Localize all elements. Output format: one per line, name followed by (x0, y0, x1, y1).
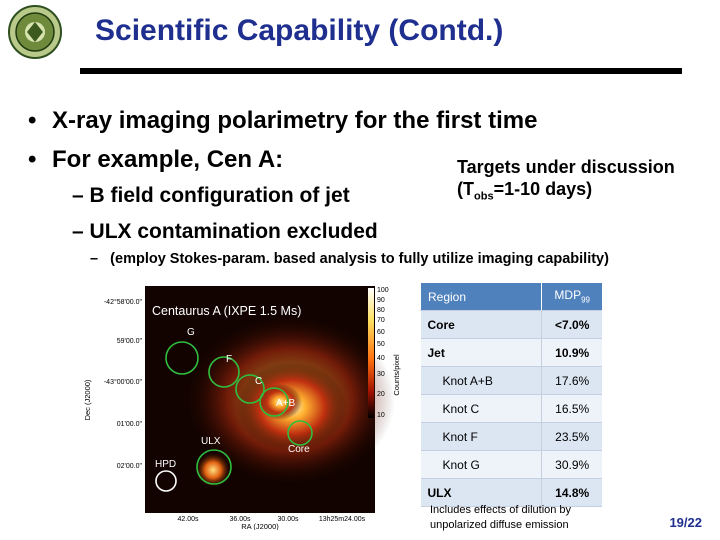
table-row: Knot A+B 17.6% (420, 366, 602, 395)
y-tick: 02'00.0" (117, 463, 143, 470)
colorbar-tick: 20 (377, 391, 385, 398)
x-tick: 42.00s (177, 516, 199, 523)
table-cell-mdp: 23.5% (541, 422, 602, 451)
bullet-imaging: • X-ray imaging polarimetry for the first… (28, 107, 537, 135)
colorbar-tick: 90 (377, 297, 385, 304)
colorbar (368, 288, 374, 418)
table-cell-region: ULX (420, 478, 542, 507)
colorbar-label: Counts/pixel (392, 354, 401, 396)
colorbar-tick: 100 (377, 287, 389, 294)
table-row: Core <7.0% (420, 310, 602, 339)
ulx-emission (195, 452, 231, 488)
region-circle-ab (259, 387, 289, 417)
targets-line1: Targets under discussion (457, 157, 675, 177)
region-label-ab: A+B (276, 398, 296, 409)
colorbar-tick: 80 (377, 307, 385, 314)
table-cell-mdp: 17.6% (541, 366, 602, 395)
sub-bullet-bfield: – B field configuration of jet (72, 184, 350, 208)
table-cell-region: Jet (420, 338, 542, 367)
table-cell-region: Core (420, 310, 542, 339)
sub-bullet-ulx: – ULX contamination excluded (72, 220, 378, 244)
x-axis-label: RA (J2000) (241, 522, 279, 530)
targets-callout: Targets under discussion (Tobs=1-10 days… (457, 156, 675, 208)
table-row: Knot C 16.5% (420, 394, 602, 423)
x-tick: 30.00s (277, 516, 299, 523)
institution-logo (8, 5, 62, 59)
figure-title: Centaurus A (IXPE 1.5 Ms) (152, 304, 301, 318)
jet-knot-ab-emission (258, 384, 302, 420)
x-tick: 13h25m24.00s (319, 516, 366, 523)
table-row: Knot F 23.5% (420, 422, 602, 451)
table-cell-mdp: 14.8% (541, 478, 602, 507)
table-row: Knot G 30.9% (420, 450, 602, 479)
slide-title: Scientific Capability (Contd.) (95, 14, 504, 47)
y-axis-label: Dec (J2000) (83, 379, 92, 420)
table-footnote: Includes effects of dilution by unpolari… (430, 503, 571, 533)
bullet-imaging-text: X-ray imaging polarimetry for the first … (52, 107, 538, 134)
y-tick: 01'00.0" (117, 421, 143, 428)
colorbar-tick: 60 (377, 329, 385, 336)
colorbar-tick: 30 (377, 371, 385, 378)
table-header-mdp: MDP99 (541, 283, 602, 311)
table-cell-region: Knot G (420, 450, 542, 479)
sub-bullet-ulx-text: ULX contamination excluded (89, 220, 378, 243)
targets-line2: (Tobs=1-10 days) (457, 179, 593, 203)
region-label-core: Core (288, 444, 310, 455)
table-cell-mdp: 10.9% (541, 338, 602, 367)
mdp-table: Region MDP99 Core <7.0% Jet 10.9% Knot A+B 17… (419, 283, 602, 507)
stokes-note: – (employ Stokes-param. based analysis t… (90, 251, 609, 267)
region-circle-f (208, 356, 240, 388)
table-cell-mdp: <7.0% (541, 310, 602, 339)
bullet-cen-a: • For example, Cen A: (28, 146, 283, 174)
region-circle-c (235, 374, 265, 404)
table-cell-mdp: 30.9% (541, 450, 602, 479)
table-header-region: Region (419, 283, 542, 311)
region-label-ulx: ULX (201, 436, 221, 447)
x-tick: 36.00s (229, 516, 251, 523)
region-label-g: G (187, 327, 195, 338)
table-cell-region: Knot A+B (420, 366, 542, 395)
colorbar-tick: 10 (377, 412, 385, 419)
table-cell-region: Knot F (420, 422, 542, 451)
footnote-line: Includes effects of dilution by (430, 504, 572, 516)
region-label-f: F (226, 354, 232, 365)
stokes-note-text: (employ Stokes-param. based analysis to … (110, 251, 609, 267)
cen-a-image-figure: Centaurus A (IXPE 1.5 Ms) G F C A+B ULX … (83, 286, 401, 530)
y-tick: -42°58'00.0" (104, 298, 143, 306)
region-circle-g (165, 341, 199, 375)
table-row: ULX 14.8% (420, 478, 602, 507)
region-label-hpd: HPD (155, 459, 176, 470)
page-number: 19/22 (669, 515, 702, 530)
table-row: Jet 10.9% (420, 338, 602, 367)
bullet-marker: • (28, 146, 37, 173)
sub-marker: – (72, 184, 84, 207)
region-circle-ulx (196, 449, 232, 485)
colorbar-tick: 50 (377, 341, 385, 348)
bullet-marker: • (28, 107, 37, 134)
colorbar-tick: 40 (377, 355, 385, 362)
sub-marker: – (90, 251, 99, 267)
region-circle-hpd (155, 470, 177, 492)
region-label-c: C (255, 376, 262, 387)
mdp-table-body: Core <7.0% Jet 10.9% Knot A+B 17.6% Knot C 16.5… (420, 310, 602, 507)
bullet-cen-a-text: For example, Cen A: (52, 146, 284, 173)
footnote-line: unpolarized diffuse emission (430, 519, 569, 531)
table-cell-region: Knot C (420, 394, 542, 423)
sub-bullet-bfield-text: B field configuration of jet (89, 184, 350, 207)
y-tick: 59'00.0" (117, 338, 143, 345)
table-cell-mdp: 16.5% (541, 394, 602, 423)
title-rule (80, 68, 682, 74)
sub-marker: – (72, 220, 84, 243)
y-tick: -43°00'00.0" (104, 378, 143, 386)
colorbar-tick: 70 (377, 317, 385, 324)
region-circle-core (287, 420, 313, 446)
